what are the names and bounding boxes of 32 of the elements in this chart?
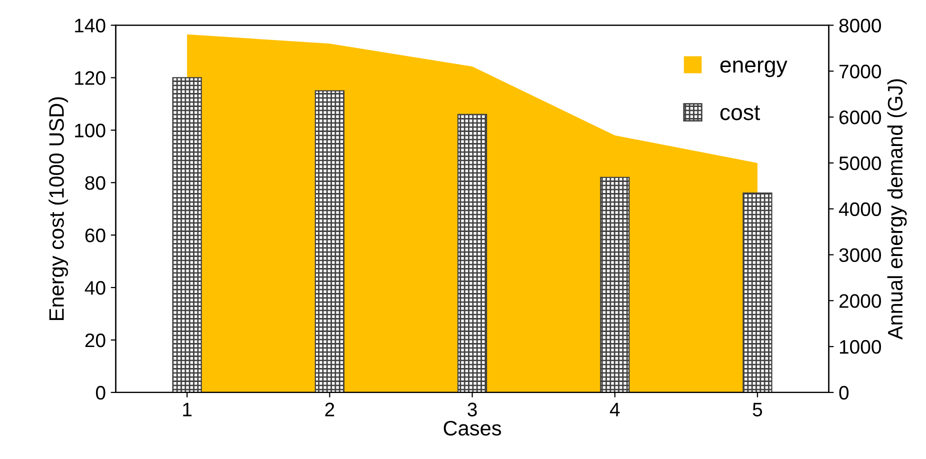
y-tick-label: 80 bbox=[85, 176, 106, 190]
y2-tick-label: 5000 bbox=[839, 156, 881, 170]
y2-tick-label: 3000 bbox=[839, 248, 881, 262]
bar bbox=[742, 192, 772, 392]
y-tick-label: 0 bbox=[96, 386, 106, 400]
bar bbox=[172, 77, 202, 392]
x-tick-label: 1 bbox=[183, 402, 192, 416]
y-tick-label: 140 bbox=[75, 18, 106, 32]
y-tick-label: 20 bbox=[85, 333, 106, 348]
y2-tick-label: 2000 bbox=[839, 294, 881, 308]
x-tick-label: 2 bbox=[325, 402, 334, 416]
y2-tick-label: 7000 bbox=[839, 64, 881, 78]
y-axis-title: Energy cost (1000 USD) bbox=[48, 97, 68, 320]
x-tick-label: 3 bbox=[468, 402, 477, 416]
y-tick-label: 60 bbox=[85, 228, 106, 242]
y2-tick-label: 4000 bbox=[838, 202, 881, 216]
y2-tick-label: 8000 bbox=[839, 18, 881, 32]
legend-label: energy bbox=[720, 60, 788, 78]
legend-label: cost bbox=[720, 106, 760, 120]
y-tick-label: 100 bbox=[75, 124, 106, 138]
x-tick-label: 5 bbox=[752, 402, 762, 416]
bar bbox=[457, 114, 488, 392]
bar bbox=[314, 90, 344, 392]
y2-axis-title: Annual energy demand (GJ) bbox=[887, 79, 907, 340]
y2-tick-label: 0 bbox=[839, 386, 849, 400]
y-tick-label: 120 bbox=[75, 71, 106, 85]
y2-tick-label: 1000 bbox=[840, 340, 881, 354]
x-axis-title: Cases bbox=[444, 420, 502, 436]
x-tick-label: 4 bbox=[610, 402, 620, 416]
bar bbox=[600, 176, 630, 392]
y2-tick-label: 6000 bbox=[839, 110, 881, 124]
y-tick-label: 40 bbox=[84, 281, 106, 295]
